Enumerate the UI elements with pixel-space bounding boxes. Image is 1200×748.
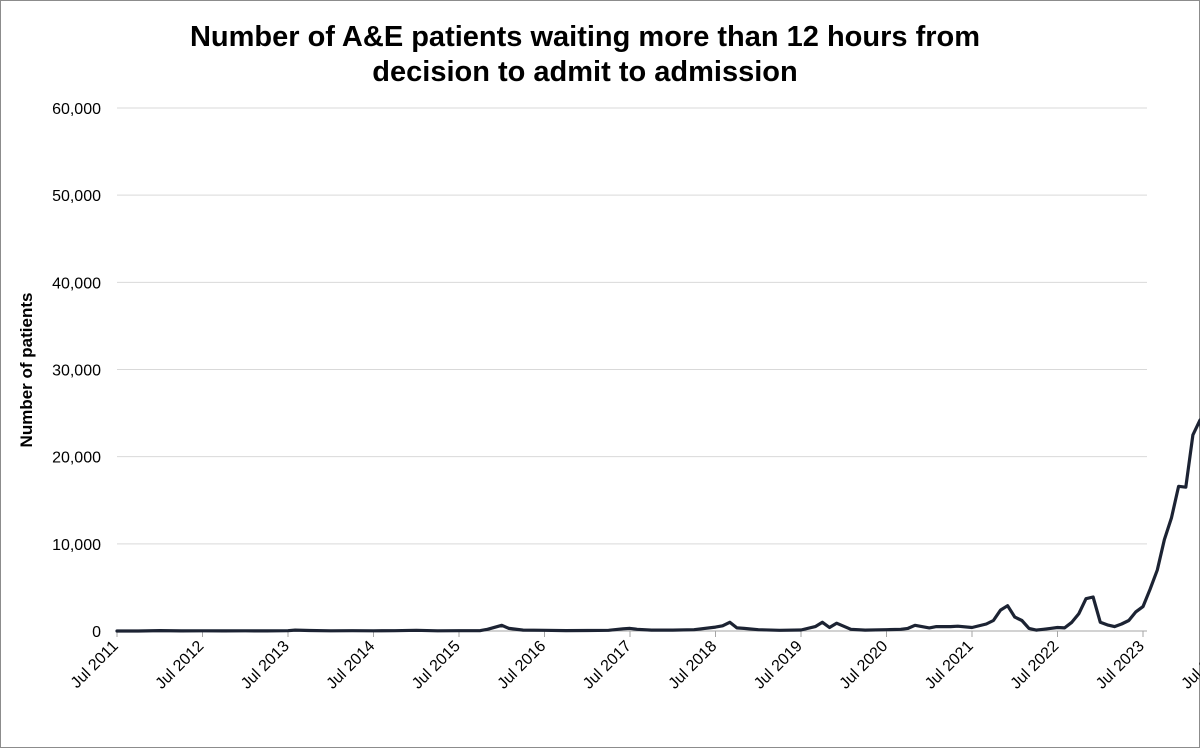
x-tick-label: Jul 2012	[153, 638, 208, 693]
x-tick-label: Jul 2021	[922, 638, 977, 693]
y-tick-label: 10,000	[52, 537, 101, 554]
y-tick-label: 30,000	[52, 363, 101, 380]
x-tick-label: Jul 2024	[1179, 638, 1200, 693]
gridlines	[117, 107, 1147, 545]
x-tick-label: Jul 2023	[1093, 638, 1148, 693]
y-tick-label: 50,000	[52, 188, 101, 205]
y-tick-label: 40,000	[52, 275, 101, 292]
x-tick-label: Jul 2014	[324, 638, 379, 693]
x-tick-label: Jul 2019	[751, 638, 806, 693]
x-axis: Jul 2011 Jul 2012 Jul 2013 Jul 2014 Jul 2015…	[68, 630, 1200, 693]
x-tick-label: Jul 2013	[238, 638, 293, 693]
chart-title-line-2: decision to admit to admission	[372, 56, 798, 88]
x-tick-label: Jul 2017	[580, 638, 635, 693]
x-tick-label: Jul 2022	[1008, 638, 1063, 693]
chart-title: Number of A&E patients waiting more than…	[120, 20, 1050, 90]
x-tick-label: Jul 2011	[68, 638, 122, 692]
x-tick-label: Jul 2018	[666, 638, 721, 693]
y-axis-ticks: 0 10,000 20,000 30,000 40,000 50,000 60,000	[52, 101, 101, 641]
series-line	[115, 418, 1200, 633]
x-tick-label: Jul 2020	[837, 638, 892, 693]
y-tick-label: 0	[92, 624, 101, 641]
series-group	[115, 418, 1200, 633]
x-tick-label: Jul 2015	[409, 638, 464, 693]
y-tick-label: 20,000	[52, 450, 101, 467]
x-tick-label: Jul 2016	[495, 638, 550, 693]
chart-title-line-1: Number of A&E patients waiting more than…	[189, 21, 981, 53]
y-tick-label: 60,000	[52, 101, 101, 118]
